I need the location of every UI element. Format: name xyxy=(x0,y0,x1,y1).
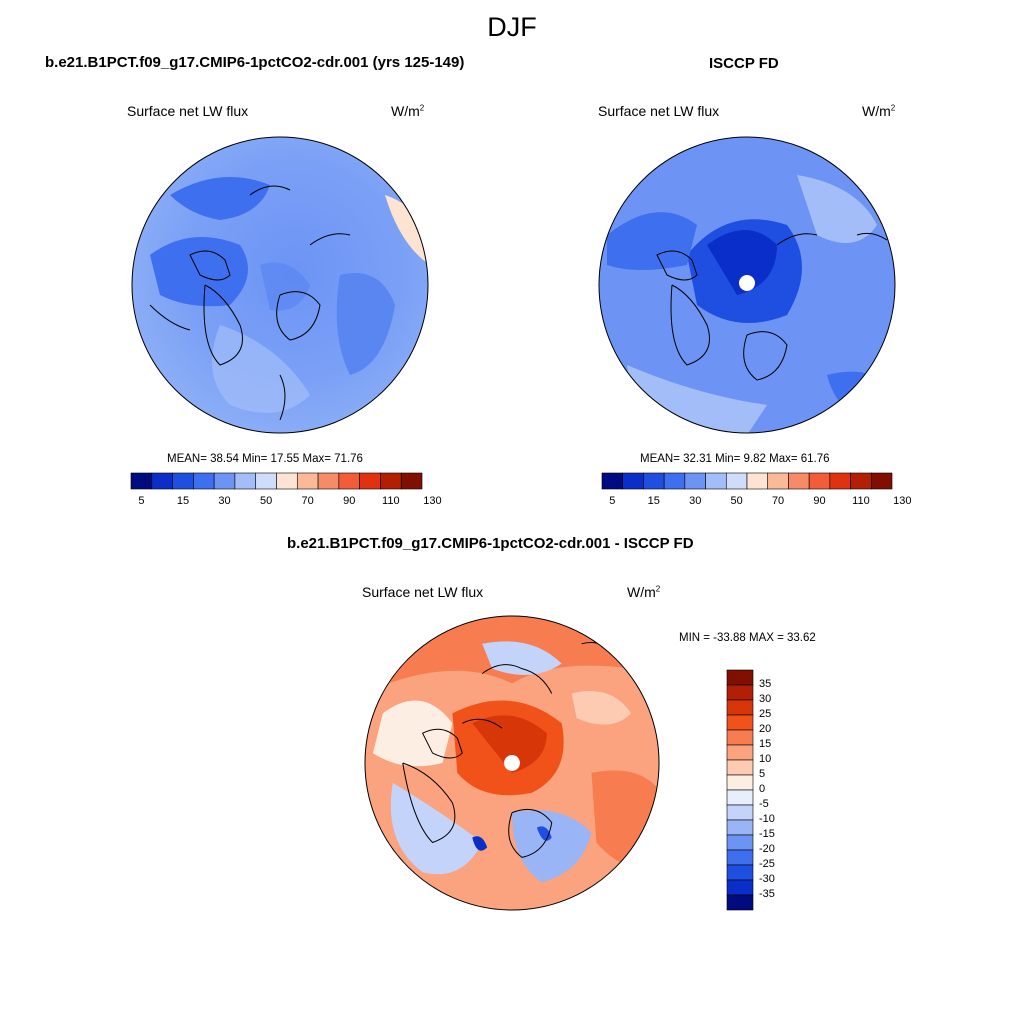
diff-colorbar-tick-label: 30 xyxy=(759,693,772,705)
model-colorbar-swatch xyxy=(213,472,236,490)
obs-colorbar xyxy=(601,472,893,490)
obs-variable-label: Surface net LW flux xyxy=(598,103,720,119)
model-colorbar-tick-label: 50 xyxy=(259,495,273,507)
obs-colorbar-swatch xyxy=(601,472,624,490)
diff-colorbar-tick-label: 20 xyxy=(759,723,772,735)
diff-colorbar-swatch xyxy=(726,699,754,716)
obs-pole-hole xyxy=(739,275,755,291)
model-colorbar-swatch xyxy=(338,472,360,490)
diff-colorbar-tick-label: 0 xyxy=(759,783,766,795)
obs-colorbar-swatch xyxy=(746,472,769,490)
obs-colorbar-tick-label: 5 xyxy=(609,495,616,507)
obs-colorbar-swatch xyxy=(663,472,686,490)
diff-colorbar-tick-label: -10 xyxy=(759,813,775,825)
obs-colorbar-tick-label: 50 xyxy=(730,495,743,507)
model-colorbar-swatch xyxy=(255,472,277,490)
diff-colorbar-tick-label: 10 xyxy=(759,753,772,765)
model-colorbar-tick-label: 30 xyxy=(218,495,231,507)
model-colorbar-tick-label: 110 xyxy=(382,495,400,507)
diff-colorbar-swatch xyxy=(726,744,754,761)
model-colorbar-swatch xyxy=(130,472,153,490)
obs-colorbar-swatch xyxy=(808,472,831,490)
season-title: DJF xyxy=(487,12,537,42)
diff-colorbar-tick-label: -15 xyxy=(759,828,775,840)
obs-colorbar-swatch xyxy=(705,472,727,490)
diff-colorbar-tick-label: 5 xyxy=(759,768,766,780)
diff-colorbar-swatch xyxy=(726,789,754,806)
model-colorbar-swatch xyxy=(359,472,381,490)
model-stats: MEAN= 38.54 Min= 17.55 Max= 71.76 xyxy=(167,453,363,465)
obs-units-label: W/m2 xyxy=(862,103,896,119)
model-colorbar-swatch xyxy=(172,472,194,490)
model-units-label: W/m2 xyxy=(391,103,425,119)
diff-colorbar-swatch xyxy=(726,864,754,881)
diff-panel-title: b.e21.B1PCT.f09_g17.CMIP6-1pctCO2-cdr.00… xyxy=(287,535,694,552)
diff-colorbar-tick-label: -20 xyxy=(759,843,775,855)
model-colorbar-swatch xyxy=(234,472,257,490)
diff-colorbar-swatch xyxy=(726,759,754,776)
obs-colorbar-tick-label: 30 xyxy=(689,495,702,507)
obs-colorbar-swatch xyxy=(829,472,851,490)
obs-colorbar-swatch xyxy=(850,472,872,490)
diff-colorbar-tick-label: -25 xyxy=(759,858,775,870)
diff-colorbar-swatch xyxy=(726,849,754,866)
diff-colorbar-tick-label: 25 xyxy=(759,708,772,720)
diff-pole-hole xyxy=(504,755,520,771)
obs-colorbar-tick-label: 130 xyxy=(893,495,912,507)
diff-colorbar-tick-label: -35 xyxy=(759,888,775,900)
obs-colorbar-swatch xyxy=(788,472,810,490)
model-colorbar-tick-label: 90 xyxy=(343,495,356,507)
obs-polar-map xyxy=(598,136,896,434)
diff-colorbar-swatch xyxy=(726,804,754,821)
obs-colorbar-tick-label: 90 xyxy=(813,495,826,507)
diff-colorbar-tick-label: 15 xyxy=(759,738,772,750)
diff-colorbar-swatch xyxy=(726,714,754,731)
obs-colorbar-swatch xyxy=(643,472,665,490)
model-colorbar xyxy=(130,472,423,490)
model-polar-map xyxy=(131,136,429,434)
diff-colorbar-tick-label: 35 xyxy=(759,678,772,690)
obs-colorbar-tick-label: 70 xyxy=(771,495,785,507)
model-colorbar-swatch xyxy=(276,472,298,490)
obs-panel-title: ISCCP FD xyxy=(709,55,779,72)
obs-colorbar-swatch xyxy=(684,472,706,490)
diff-colorbar-swatch xyxy=(726,819,754,836)
model-colorbar-swatch xyxy=(151,472,173,490)
obs-colorbar-swatch xyxy=(870,472,893,490)
diff-colorbar-tick-label: -5 xyxy=(759,798,769,810)
obs-colorbar-swatch xyxy=(622,472,644,490)
diff-colorbar-tick-label: -30 xyxy=(759,873,775,885)
model-colorbar-tick-label: 15 xyxy=(176,495,190,507)
diff-stats: MIN = -33.88 MAX = 33.62 xyxy=(679,632,816,644)
diff-units-label: W/m2 xyxy=(627,584,661,600)
diff-colorbar-swatch xyxy=(726,684,754,701)
obs-stats: MEAN= 32.31 Min= 9.82 Max= 61.76 xyxy=(640,453,830,465)
diff-variable-label: Surface net LW flux xyxy=(362,584,484,600)
obs-colorbar-tick-label: 110 xyxy=(852,495,870,507)
model-panel-title: b.e21.B1PCT.f09_g17.CMIP6-1pctCO2-cdr.00… xyxy=(45,54,465,71)
model-colorbar-swatch xyxy=(296,472,319,490)
diff-colorbar-swatch xyxy=(726,669,754,686)
obs-colorbar-tick-label: 15 xyxy=(647,495,660,507)
diff-colorbar-swatch xyxy=(726,774,754,791)
diff-polar-map xyxy=(364,615,660,911)
model-colorbar-tick-label: 5 xyxy=(138,495,145,507)
model-variable-label: Surface net LW flux xyxy=(127,103,249,119)
obs-colorbar-swatch xyxy=(725,472,748,490)
diff-colorbar-swatch xyxy=(726,834,754,851)
diff-colorbar-swatch xyxy=(726,879,754,896)
diff-colorbar-swatch xyxy=(726,729,754,746)
model-colorbar-swatch xyxy=(400,472,423,490)
obs-colorbar-swatch xyxy=(767,472,789,490)
diff-colorbar-swatch xyxy=(726,894,754,911)
model-colorbar-swatch xyxy=(380,472,402,490)
model-colorbar-swatch xyxy=(193,472,215,490)
model-colorbar-tick-label: 70 xyxy=(301,495,314,507)
diff-colorbar xyxy=(726,669,754,911)
model-colorbar-swatch xyxy=(317,472,340,490)
model-colorbar-tick-label: 130 xyxy=(423,495,442,507)
